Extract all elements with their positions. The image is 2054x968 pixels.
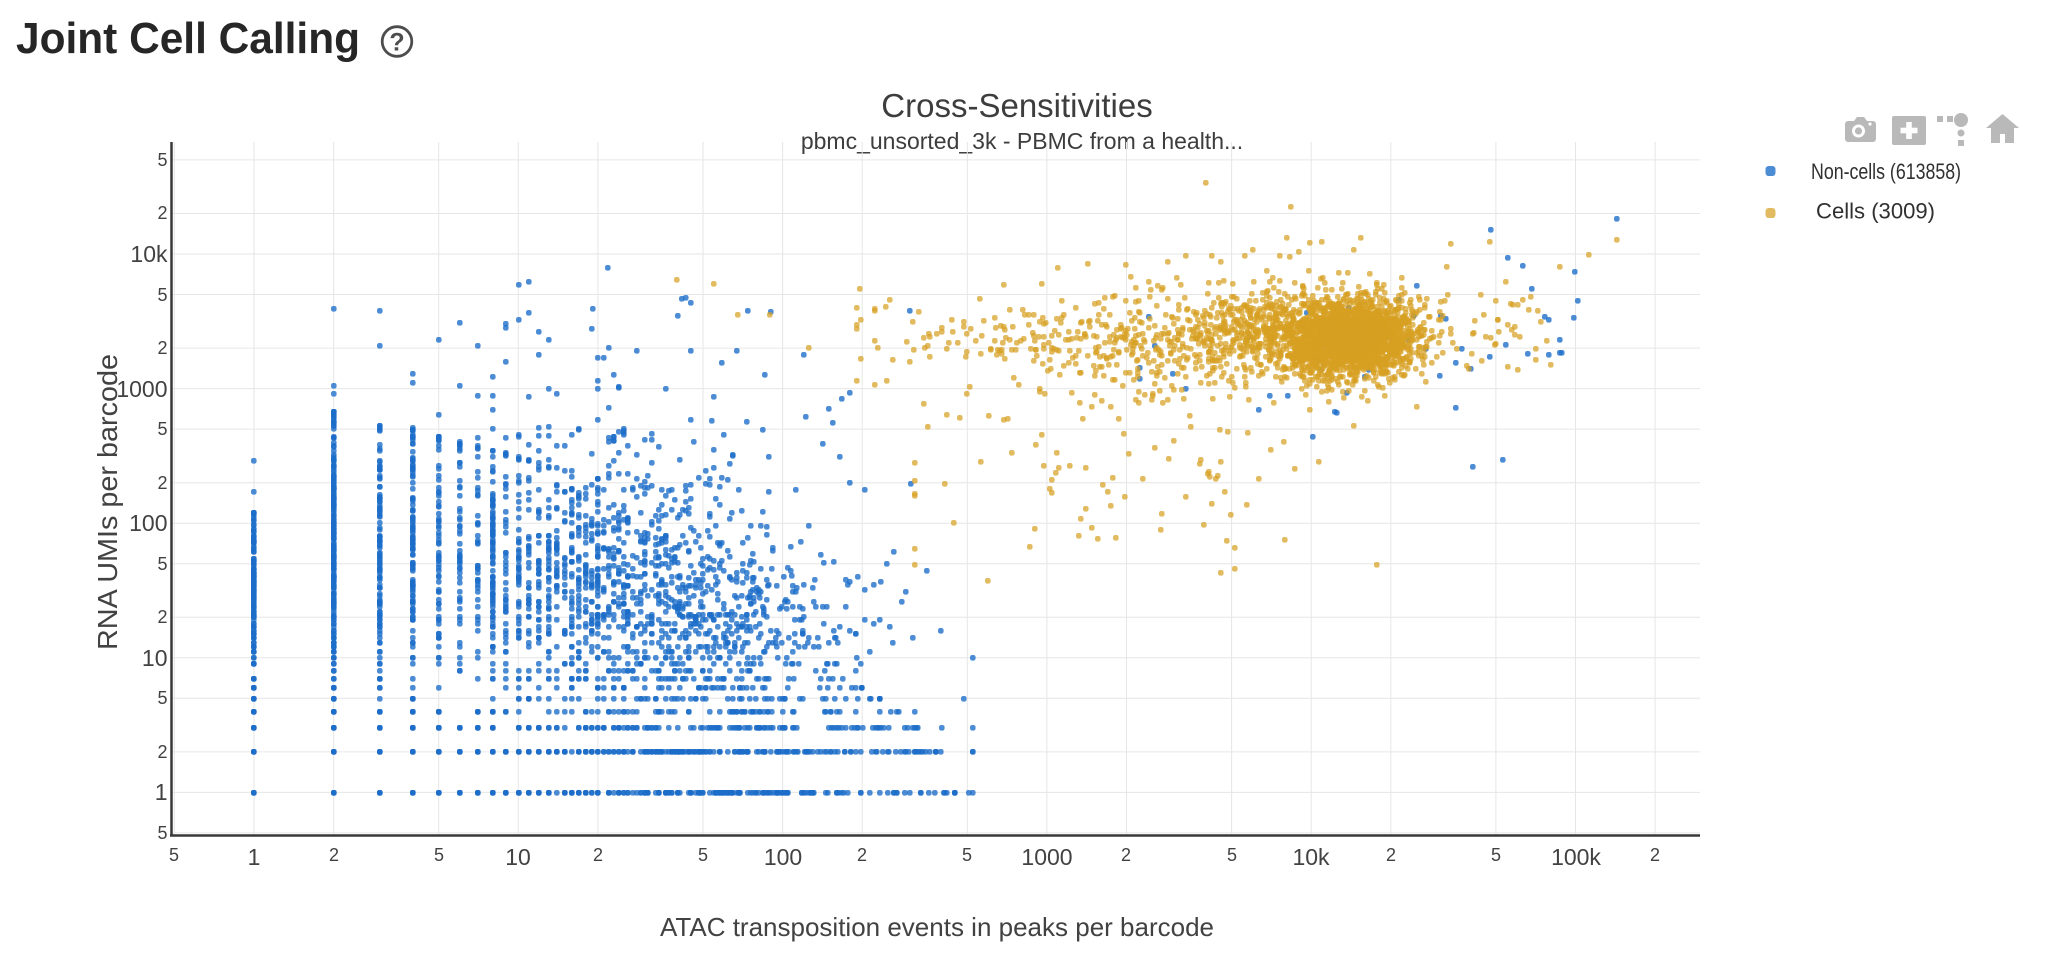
svg-text:pbmc_unsorted_3k - PBMC from a: pbmc_unsorted_3k - PBMC from a health...	[801, 128, 1243, 154]
svg-text:?: ?	[389, 29, 404, 57]
svg-text:Cross-Sensitivities: Cross-Sensitivities	[881, 87, 1152, 124]
svg-text:Joint Cell Calling: Joint Cell Calling	[16, 14, 360, 63]
